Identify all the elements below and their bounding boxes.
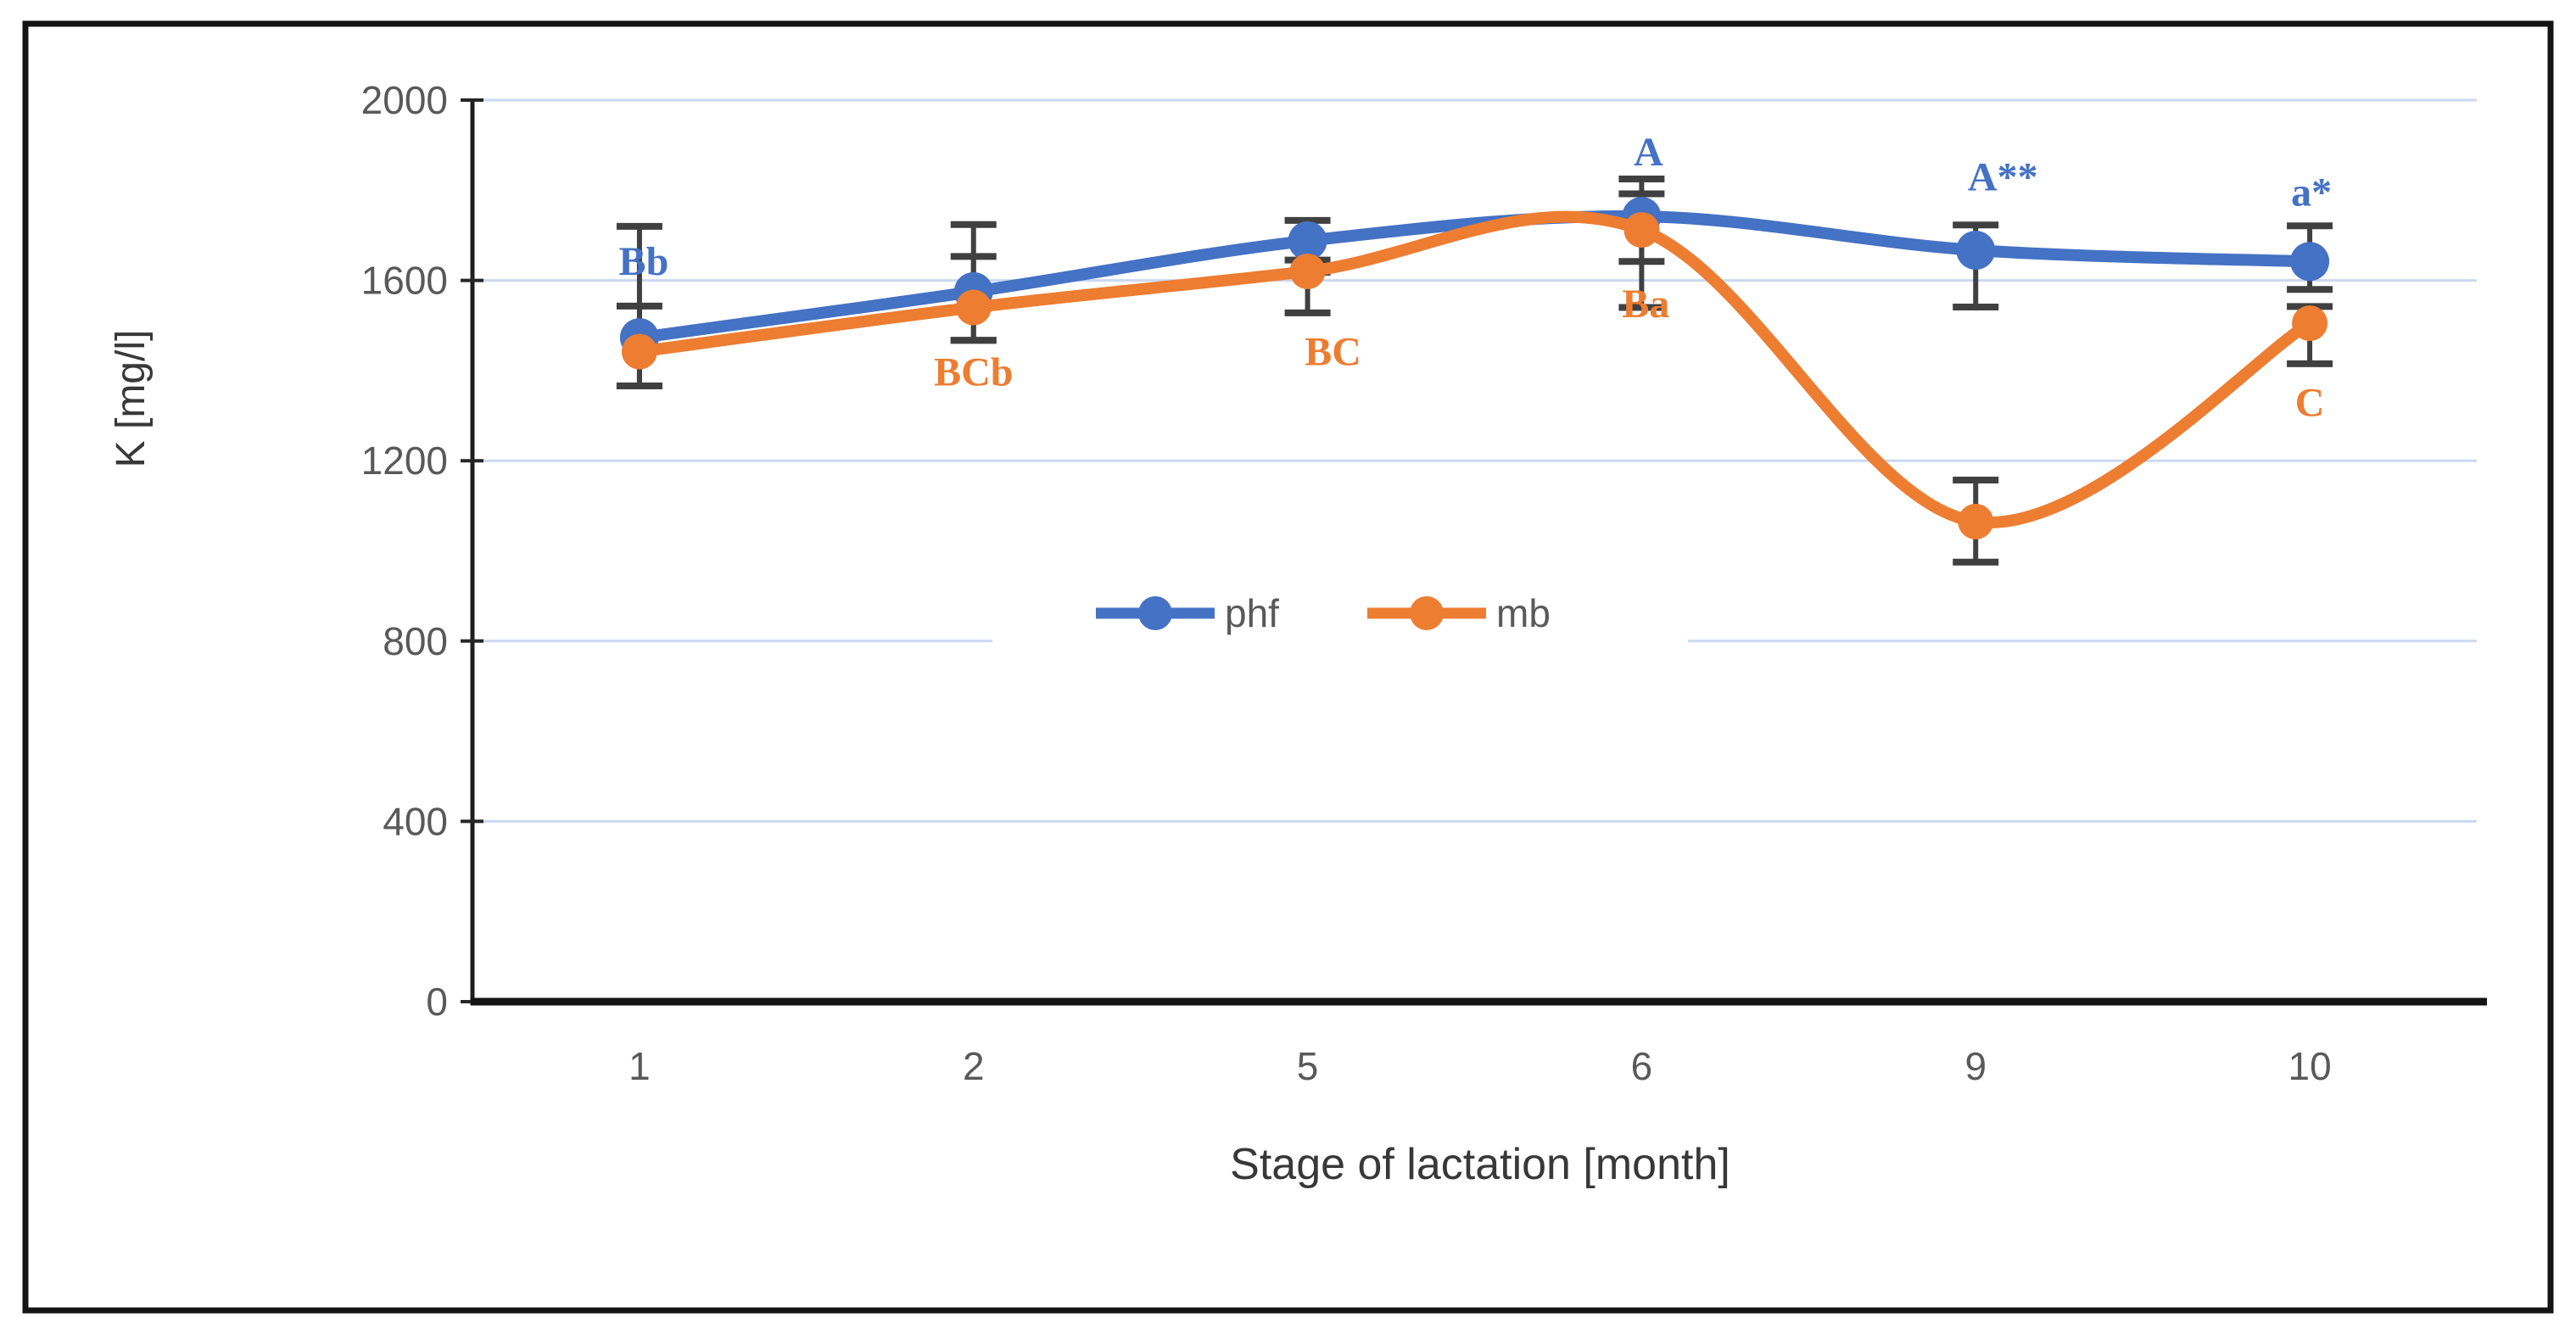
data-point-mb-6 [1623,212,1660,249]
data-point-phf-9 [1956,230,1996,270]
x-tick-label-10: 10 [2288,1044,2331,1088]
annotation-A**: A** [1968,154,2038,199]
legend-marker-phf [1138,596,1172,630]
y-tick-label-2000: 2000 [361,78,448,122]
data-point-mb-10 [2292,305,2328,342]
y-tick-label-800: 800 [383,619,448,663]
y-tick-label-0: 0 [426,980,448,1024]
y-tick-label-1200: 1200 [361,438,448,483]
x-tick-label-1: 1 [629,1044,651,1088]
legend-marker-mb [1410,596,1444,630]
annotation-Bb: Bb [619,239,669,284]
annotation-Ba: Ba [1622,282,1669,327]
x-tick-label-2: 2 [963,1044,985,1088]
x-tick-label-5: 5 [1297,1044,1319,1088]
annotation-a*: a* [2291,170,2332,215]
y-tick-label-400: 400 [383,799,448,843]
annotation-BCb: BCb [934,349,1013,394]
series-line-phf [633,209,2316,344]
annotation-BC: BC [1305,330,1361,375]
data-point-mb-1 [621,333,657,370]
legend-item-phf: phf [1096,591,1279,635]
x-tick-label-6: 6 [1631,1044,1653,1088]
x-tick-label-9: 9 [1964,1044,1986,1088]
legend-item-mb: mb [1367,591,1551,635]
figure-border [22,20,2554,1314]
data-point-phf-5 [1288,221,1327,260]
x-axis-title: Stage of lactation [month] [1230,1140,1730,1189]
annotation-C: C [2295,381,2325,426]
legend-label-phf: phf [1225,591,1279,635]
series-line-mb [633,210,2316,529]
y-axis-title: K [mg/l] [109,330,154,468]
y-tick-label-1600: 1600 [361,259,448,303]
data-point-mb-2 [955,289,992,326]
legend-label-mb: mb [1496,591,1551,635]
data-point-mb-9 [1958,503,1994,539]
data-point-mb-5 [1289,253,1326,289]
data-point-phf-10 [2290,242,2330,282]
annotation-A: A [1634,130,1663,175]
